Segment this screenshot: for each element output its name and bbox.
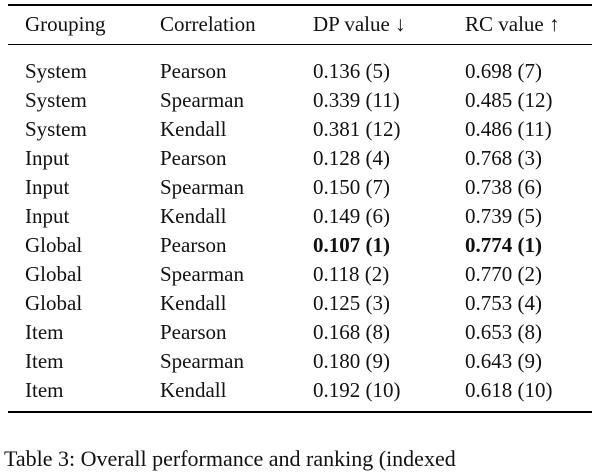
table-cell: 0.128 (4) — [313, 146, 390, 170]
table-cell: 0.339 (11) — [313, 88, 400, 112]
table-cell: 0.150 (7) — [313, 175, 390, 199]
table-cell: Kendall — [160, 204, 227, 228]
header-cell: RC value ↑ — [465, 12, 560, 36]
table-cell: Pearson — [160, 320, 227, 344]
table-cell: 0.125 (3) — [313, 291, 390, 315]
header-cell: DP value ↓ — [313, 12, 406, 36]
table-cell: Pearson — [160, 233, 227, 257]
table-cell: 0.381 (12) — [313, 117, 401, 141]
table-cell: Spearman — [160, 175, 244, 199]
table-cell: Spearman — [160, 349, 244, 373]
table-cell: 0.118 (2) — [313, 262, 390, 286]
table-cell: 0.643 (9) — [465, 349, 542, 373]
table-cell: System — [25, 59, 87, 83]
table-cell: 0.698 (7) — [465, 59, 542, 83]
table-cell: 0.738 (6) — [465, 175, 542, 199]
table-cell: Item — [25, 349, 64, 373]
page: Table 3: Overall performance and ranking… — [4, 4, 592, 471]
table-cell: Global — [25, 291, 83, 315]
table-cell: Pearson — [160, 146, 227, 170]
table-cell: Item — [25, 320, 64, 344]
header-cell: Correlation — [160, 12, 256, 36]
mid-rule — [8, 44, 592, 45]
table-cell: Pearson — [160, 59, 227, 83]
table-cell: Kendall — [160, 291, 227, 315]
table-cell: 0.192 (10) — [313, 378, 401, 402]
table-cell: Global — [25, 233, 83, 257]
table-cell: Global — [25, 262, 83, 286]
table-cell: 0.768 (3) — [465, 146, 542, 170]
bottom-rule — [8, 411, 592, 413]
table-cell: 0.774 (1) — [465, 233, 542, 257]
header-cell: Grouping — [25, 12, 106, 36]
table-cell: System — [25, 88, 87, 112]
table-cell: Input — [25, 204, 70, 228]
table-cell: 0.107 (1) — [313, 233, 390, 257]
table-cell: Spearman — [160, 262, 244, 286]
table-cell: System — [25, 117, 87, 141]
table-cell: 0.753 (4) — [465, 291, 542, 315]
table-cell: 0.618 (10) — [465, 378, 553, 402]
table-cell: 0.149 (6) — [313, 204, 390, 228]
table-cell: 0.739 (5) — [465, 204, 542, 228]
table-cell: Kendall — [160, 378, 227, 402]
top-rule — [8, 4, 592, 6]
table-cell: 0.770 (2) — [465, 262, 542, 286]
table-cell: Input — [25, 175, 70, 199]
table-cell: Input — [25, 146, 70, 170]
table-cell: 0.653 (8) — [465, 320, 542, 344]
table-cell: 0.180 (9) — [313, 349, 390, 373]
table-cell: Kendall — [160, 117, 227, 141]
table-cell: Spearman — [160, 88, 244, 112]
table-cell: 0.168 (8) — [313, 320, 390, 344]
table-cell: 0.486 (11) — [465, 117, 552, 141]
table-cell: Item — [25, 378, 64, 402]
table-cell: 0.136 (5) — [313, 59, 390, 83]
table-cell: 0.485 (12) — [465, 88, 553, 112]
